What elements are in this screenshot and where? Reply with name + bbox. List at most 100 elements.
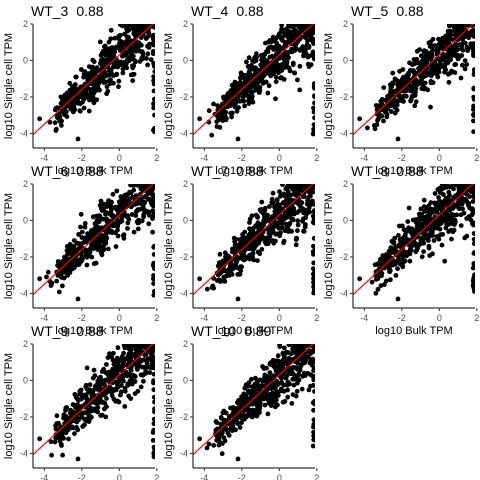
data-point xyxy=(135,365,141,371)
data-point xyxy=(221,96,227,101)
data-point xyxy=(418,61,423,66)
data-point xyxy=(104,396,109,401)
y-axis-label: log10 Single cell TPM xyxy=(3,33,15,139)
data-point xyxy=(453,53,458,59)
data-point xyxy=(74,426,80,432)
data-point xyxy=(98,57,104,63)
data-point xyxy=(263,40,268,46)
y-tick-label: 0 xyxy=(23,375,28,385)
data-point xyxy=(122,192,128,198)
data-point xyxy=(312,52,315,58)
data-point xyxy=(390,80,395,86)
data-point xyxy=(66,270,71,276)
y-tick-label: 2 xyxy=(23,339,28,349)
data-point xyxy=(311,383,315,388)
data-point xyxy=(108,27,114,33)
data-point xyxy=(270,229,276,234)
data-point xyxy=(372,262,378,268)
data-point xyxy=(108,36,114,42)
data-point xyxy=(398,240,404,245)
data-point xyxy=(285,394,291,400)
data-point xyxy=(211,442,217,448)
data-point xyxy=(471,222,475,228)
data-point xyxy=(137,192,143,197)
data-point xyxy=(286,49,292,55)
x-tick-label: 0 xyxy=(437,153,442,163)
x-axis-label: log10 Bulk TPM xyxy=(215,325,292,337)
data-point xyxy=(443,225,449,231)
data-point xyxy=(307,348,312,354)
data-point xyxy=(128,396,134,401)
data-point xyxy=(126,38,132,43)
data-point xyxy=(456,186,462,192)
panel-correlation: 0.88 xyxy=(236,163,263,179)
data-point xyxy=(274,61,280,67)
data-point xyxy=(407,67,413,73)
data-point xyxy=(247,256,253,262)
data-point xyxy=(78,224,83,230)
data-point xyxy=(239,420,244,426)
data-point xyxy=(262,402,268,408)
data-point xyxy=(425,87,431,93)
data-point xyxy=(311,359,315,365)
data-point xyxy=(372,123,377,128)
data-point xyxy=(128,184,133,188)
data-point xyxy=(305,61,311,67)
data-point xyxy=(437,41,443,47)
data-point xyxy=(133,209,139,215)
data-point xyxy=(275,393,281,398)
data-point xyxy=(225,253,231,258)
data-point xyxy=(84,262,90,268)
data-point xyxy=(151,394,155,400)
data-point xyxy=(291,35,297,40)
data-point xyxy=(72,431,77,436)
data-point xyxy=(276,44,282,49)
data-point xyxy=(462,40,468,46)
data-point xyxy=(443,185,449,190)
x-tick-label: 0 xyxy=(277,313,282,323)
data-point xyxy=(77,108,83,114)
y-tick-label: -4 xyxy=(180,448,188,458)
data-point xyxy=(230,423,236,429)
data-point xyxy=(311,429,315,435)
panel-correlation: 0.88 xyxy=(236,3,263,19)
data-point xyxy=(230,102,236,107)
data-point xyxy=(84,254,90,260)
data-point xyxy=(205,286,210,292)
data-point xyxy=(108,203,113,209)
data-point xyxy=(306,205,312,211)
data-point xyxy=(221,268,227,274)
data-point xyxy=(472,289,475,294)
data-point xyxy=(139,364,145,370)
y-axis-label: log10 Single cell TPM xyxy=(3,193,15,299)
data-point xyxy=(277,344,283,349)
data-point xyxy=(98,198,104,204)
data-point xyxy=(416,221,422,227)
data-point xyxy=(300,48,306,54)
data-point xyxy=(226,103,232,109)
data-point xyxy=(421,249,426,255)
data-point xyxy=(388,109,394,114)
data-point xyxy=(63,408,68,413)
data-point xyxy=(275,47,281,53)
data-point xyxy=(275,205,281,211)
data-point xyxy=(305,201,311,207)
data-point xyxy=(94,97,100,103)
x-tick-label: -4 xyxy=(200,153,208,163)
data-point xyxy=(257,397,263,402)
data-point xyxy=(120,70,126,76)
data-point xyxy=(376,114,382,119)
data-point xyxy=(262,208,267,214)
data-point xyxy=(108,209,114,215)
data-point xyxy=(114,188,120,194)
data-point xyxy=(299,27,304,33)
data-point xyxy=(300,357,305,363)
data-point xyxy=(229,114,235,120)
data-point xyxy=(44,274,49,280)
data-point xyxy=(247,220,252,225)
data-point xyxy=(453,202,459,208)
data-point xyxy=(412,103,418,109)
data-point xyxy=(435,234,441,240)
x-tick-label: 2 xyxy=(314,153,319,163)
data-point xyxy=(54,435,60,440)
